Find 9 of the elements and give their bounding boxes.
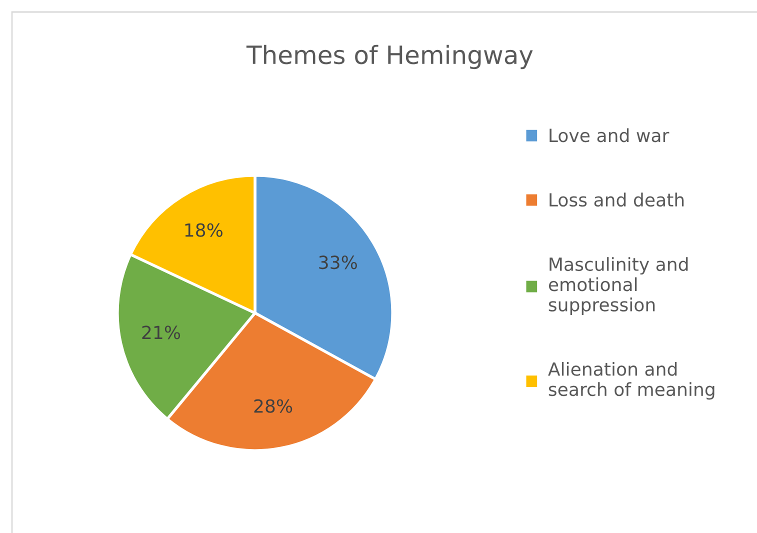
data-label: 21%	[142, 326, 180, 340]
data-label: 33%	[319, 256, 357, 270]
legend-label: Loss and death	[550, 192, 684, 207]
legend-label: Alienation and search of meaning	[548, 362, 714, 400]
chart-title: Themes of Hemingway	[246, 44, 533, 70]
legend-label: Masculinity and emotional suppression	[548, 257, 688, 315]
legend-label: Love and war	[550, 128, 670, 142]
data-label: 18%	[185, 223, 222, 237]
data-label: 28%	[254, 399, 292, 413]
